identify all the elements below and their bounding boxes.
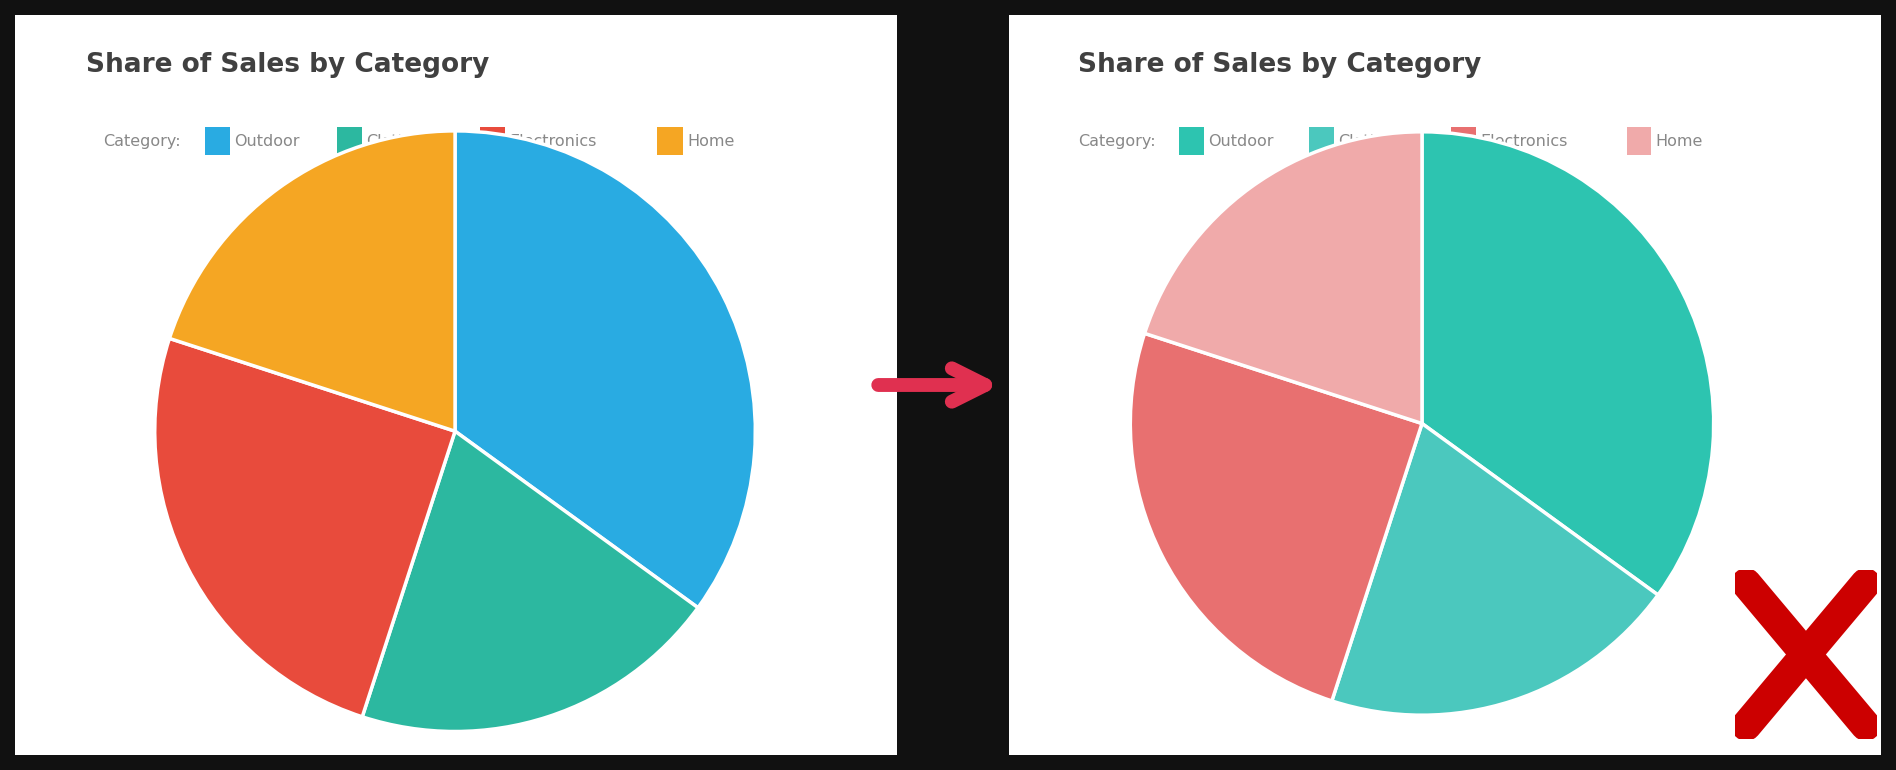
- Wedge shape: [1145, 132, 1422, 424]
- Text: Share of Sales by Category: Share of Sales by Category: [85, 52, 489, 79]
- Wedge shape: [1331, 424, 1657, 715]
- FancyBboxPatch shape: [658, 127, 683, 155]
- Text: Electronics: Electronics: [510, 133, 597, 149]
- Wedge shape: [169, 131, 455, 431]
- FancyBboxPatch shape: [480, 127, 504, 155]
- Text: Home: Home: [686, 133, 734, 149]
- Text: Clothing: Clothing: [1339, 133, 1405, 149]
- Text: Outdoor: Outdoor: [1208, 133, 1274, 149]
- Wedge shape: [455, 131, 755, 608]
- FancyBboxPatch shape: [205, 127, 229, 155]
- Wedge shape: [362, 431, 698, 732]
- Text: Clothing: Clothing: [366, 133, 432, 149]
- FancyBboxPatch shape: [1179, 127, 1204, 155]
- FancyBboxPatch shape: [1308, 127, 1335, 155]
- FancyBboxPatch shape: [1450, 127, 1475, 155]
- FancyBboxPatch shape: [336, 127, 362, 155]
- Text: Home: Home: [1655, 133, 1703, 149]
- Wedge shape: [1422, 132, 1714, 595]
- Text: Category:: Category:: [104, 133, 180, 149]
- Text: Electronics: Electronics: [1481, 133, 1568, 149]
- Text: Category:: Category:: [1079, 133, 1157, 149]
- FancyBboxPatch shape: [1627, 127, 1651, 155]
- Text: Share of Sales by Category: Share of Sales by Category: [1079, 52, 1483, 79]
- Text: Outdoor: Outdoor: [235, 133, 300, 149]
- Wedge shape: [155, 338, 455, 717]
- Wedge shape: [1130, 333, 1422, 701]
